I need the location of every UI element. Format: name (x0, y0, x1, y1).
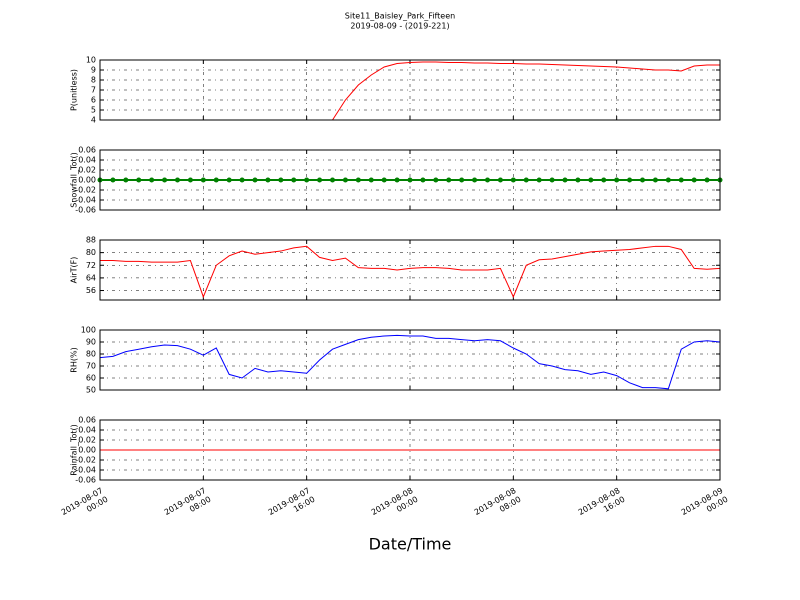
y-tick-label: 4 (91, 116, 96, 125)
data-point (394, 177, 400, 183)
plot-frame (99, 59, 721, 121)
data-point (200, 177, 206, 183)
data-point (601, 177, 607, 183)
y-tick-label: 0.02 (78, 436, 96, 445)
plot-frame (99, 239, 721, 301)
data-point (665, 177, 671, 183)
data-point (497, 177, 503, 183)
data-point (278, 177, 284, 183)
y-tick-label: -0.02 (75, 456, 96, 465)
y-tick-label: 100 (81, 326, 96, 335)
y-tick-label: -0.02 (75, 186, 96, 195)
data-point (510, 177, 516, 183)
data-point (187, 177, 193, 183)
data-point (691, 177, 697, 183)
plot-frame (99, 149, 721, 211)
data-point (485, 177, 490, 183)
data-point (420, 177, 426, 183)
data-point (239, 177, 245, 183)
y-tick-label: 70 (86, 362, 96, 371)
plot-frame (99, 419, 721, 481)
y-tick-label: 5 (91, 106, 96, 115)
y-tick-label: -0.04 (75, 196, 96, 205)
y-tick-label: 50 (86, 386, 96, 395)
y-tick-label: 10 (86, 56, 96, 65)
data-point (136, 177, 142, 183)
y-tick-label: 9 (91, 66, 96, 75)
data-point (304, 177, 310, 183)
data-point (110, 177, 116, 183)
data-point (575, 177, 581, 183)
data-point (265, 177, 271, 183)
y-tick-label: 6 (91, 96, 96, 105)
y-axis-label: P(unitless) (70, 69, 79, 111)
data-point (123, 177, 129, 183)
data-point (588, 177, 594, 183)
data-point (459, 177, 465, 183)
data-point (472, 177, 478, 183)
data-point (342, 177, 348, 183)
data-point (433, 177, 439, 183)
y-tick-label: 0.06 (78, 416, 96, 425)
y-tick-label: -0.06 (75, 476, 96, 485)
data-point (640, 177, 645, 183)
x-axis-label: Date/Time (369, 535, 452, 554)
data-point (355, 177, 361, 183)
y-axis-label: AirT(F) (70, 257, 79, 284)
y-tick-label: 0.02 (78, 166, 96, 175)
plot-frame (99, 329, 721, 391)
y-tick-label: 80 (86, 248, 96, 257)
y-tick-label: 0.00 (78, 176, 96, 185)
chart-title: Site11_Baisley_Park_Fifteen (345, 12, 455, 21)
data-point (652, 177, 658, 183)
data-line (100, 245, 721, 299)
data-point (175, 177, 180, 183)
y-tick-label: 88 (86, 236, 96, 245)
data-point (330, 177, 335, 183)
data-point (446, 177, 452, 183)
data-point (226, 177, 232, 183)
data-point (562, 177, 568, 183)
data-point (407, 177, 413, 183)
data-point (627, 177, 633, 183)
y-tick-label: 0.04 (78, 156, 96, 165)
y-axis-label: Snowfall_Tot() (70, 152, 79, 208)
data-point (523, 177, 529, 183)
data-point (678, 177, 684, 183)
chart-subtitle: 2019-08-09 - (2019-221) (350, 22, 449, 31)
data-point (213, 177, 219, 183)
y-tick-label: -0.04 (75, 466, 96, 475)
data-point (368, 177, 374, 183)
data-point (549, 177, 555, 183)
y-tick-label: 0.04 (78, 426, 96, 435)
data-point (252, 177, 258, 183)
data-line (99, 334, 721, 390)
y-tick-label: 80 (86, 350, 96, 359)
y-axis-label: Rainfall_Tot() (70, 424, 79, 476)
data-point (381, 177, 387, 183)
y-tick-label: 7 (91, 86, 96, 95)
data-point (704, 177, 710, 183)
y-tick-label: 90 (86, 338, 96, 347)
y-tick-label: 60 (86, 374, 96, 383)
data-point (291, 177, 297, 183)
y-tick-label: 0.06 (78, 146, 96, 155)
y-axis-label: RH(%) (70, 347, 79, 372)
data-point (149, 177, 155, 183)
y-tick-label: -0.06 (75, 206, 96, 215)
data-point (536, 177, 542, 183)
y-tick-label: 56 (86, 286, 96, 295)
y-tick-label: 0.00 (78, 446, 96, 455)
y-tick-label: 72 (86, 261, 96, 270)
data-point (614, 177, 620, 183)
data-point (162, 177, 168, 183)
y-tick-label: 8 (91, 76, 96, 85)
y-tick-label: 64 (86, 273, 96, 282)
data-point (317, 177, 323, 183)
